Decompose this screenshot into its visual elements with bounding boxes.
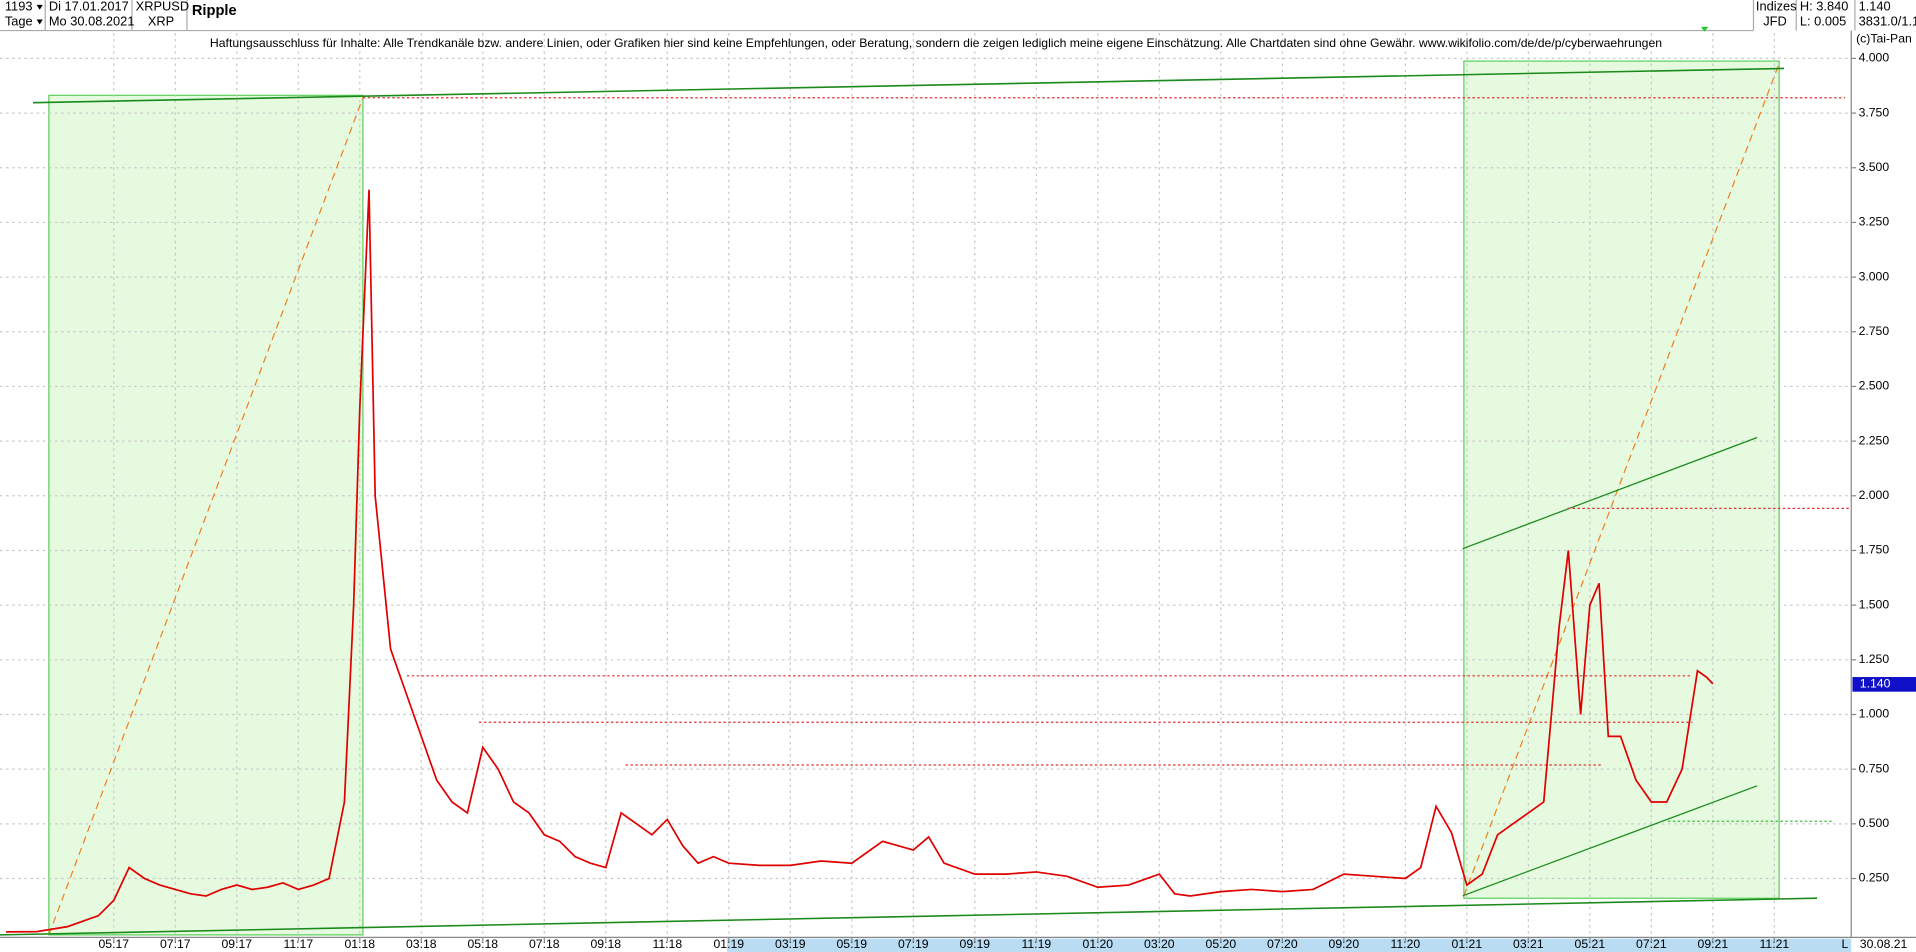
price-tag-label: 1.140: [1860, 677, 1891, 691]
price-line: [6, 189, 1714, 933]
disclaimer: Haftungsausschluss für Inhalte: Alle Tre…: [210, 36, 1662, 50]
trend-line: [48, 97, 364, 936]
marker: [1700, 26, 1709, 32]
x-tick-label: 09:17: [221, 937, 252, 951]
dropdown-icon[interactable]: [36, 4, 43, 10]
group: Indizes: [1756, 0, 1797, 14]
y-tick-label: 0.500: [1859, 816, 1890, 830]
channel-line: [1462, 436, 1758, 550]
y-tick-label: 1.750: [1859, 543, 1890, 557]
y-tick-label: 4.000: [1859, 51, 1890, 65]
x-tick-label: 09:20: [1329, 937, 1360, 951]
x-tick-label: 11:20: [1391, 937, 1421, 951]
x-tick-label: 05:18: [468, 937, 499, 951]
plot: [6, 189, 1714, 933]
y-tick-label: 3.750: [1859, 105, 1890, 119]
low: L: 0.005: [1800, 13, 1846, 28]
info: 3831.0/1.1: [1859, 13, 1916, 28]
y-tick-label: 0.250: [1859, 871, 1890, 885]
x-tick-label: 01:18: [345, 937, 376, 951]
chart-title: Ripple: [192, 3, 237, 19]
x-tick-label: 03:18: [406, 937, 437, 951]
source: JFD: [1763, 13, 1787, 28]
x-tick-label: 05:20: [1206, 937, 1237, 951]
y-tick-label: 1.500: [1859, 597, 1890, 611]
end-date: 30.08.21: [1860, 937, 1908, 951]
y-axis-panel: [1851, 14, 1916, 952]
x-tick-label: 05:21: [1575, 937, 1606, 951]
axes: 0.250 0.500 0.750 1.000 1.250 1.500 1.750 2.000…: [98, 51, 1889, 951]
x-axis-highlight: [727, 938, 1852, 952]
copyright: (c)Tai-Pan: [1856, 31, 1912, 45]
x-tick-label: 01:21: [1452, 937, 1483, 951]
price-tag: [1852, 677, 1916, 692]
y-tick-label: 2.000: [1859, 488, 1890, 502]
y-tick-label: 3.500: [1859, 160, 1890, 174]
y-tick-label: 1.250: [1859, 652, 1890, 666]
header-bar: [0, 0, 1916, 31]
dropdown-icon[interactable]: [36, 19, 43, 25]
x-tick-label: 09:18: [591, 937, 622, 951]
x-tick-label: 03:21: [1513, 937, 1544, 951]
y-tick-label: 2.500: [1859, 379, 1890, 393]
x-tick-label: 11:21: [1760, 937, 1790, 951]
x-tick-label: 11:17: [283, 937, 313, 951]
trend-line: [0, 897, 1818, 936]
y-tick-label: 2.750: [1859, 324, 1890, 338]
trend-line: [1463, 63, 1780, 897]
x-tick-label: 03:19: [775, 937, 806, 951]
y-tick-label: 3.000: [1859, 269, 1890, 283]
x-tick-label: 07:17: [160, 937, 191, 951]
x-tick-label: 09:21: [1698, 937, 1729, 951]
overlay: [0, 63, 1852, 936]
symbol: XRPUSD: [136, 0, 189, 14]
y-tick-label: 3.250: [1859, 215, 1890, 229]
grid: [0, 14, 1852, 938]
scale-mode[interactable]: L: [1841, 937, 1848, 951]
bar-count[interactable]: 1193: [5, 0, 33, 14]
symbol-short: XRP: [148, 13, 174, 28]
x-tick-label: 11:19: [1021, 937, 1051, 951]
last: 1.140: [1859, 0, 1891, 14]
x-tick-label: 07:21: [1636, 937, 1667, 951]
x-tick-label: 07:20: [1267, 937, 1298, 951]
channel-line: [1462, 785, 1758, 897]
date-from: Di 17.01.2017: [49, 0, 129, 14]
y-tick-label: 2.250: [1859, 433, 1890, 447]
x-tick-label: 03:20: [1144, 937, 1175, 951]
period[interactable]: Tage: [5, 13, 33, 28]
y-tick-label: 1.000: [1859, 707, 1890, 721]
y-tick-label: 0.750: [1859, 761, 1890, 775]
x-tick-label: 07:19: [898, 937, 929, 951]
x-tick-label: 07:18: [529, 937, 560, 951]
x-tick-label: 05:19: [837, 937, 868, 951]
x-tick-label: 11:18: [652, 937, 682, 951]
x-tick-label: 01:20: [1083, 937, 1114, 951]
high: H: 3.840: [1800, 0, 1848, 14]
trend-line: [32, 67, 1785, 104]
x-tick-label: 01:19: [714, 937, 745, 951]
x-tick-label: 05:17: [98, 937, 129, 951]
x-tick-label: 09:19: [960, 937, 991, 951]
date-to: Mo 30.08.2021: [49, 13, 135, 28]
